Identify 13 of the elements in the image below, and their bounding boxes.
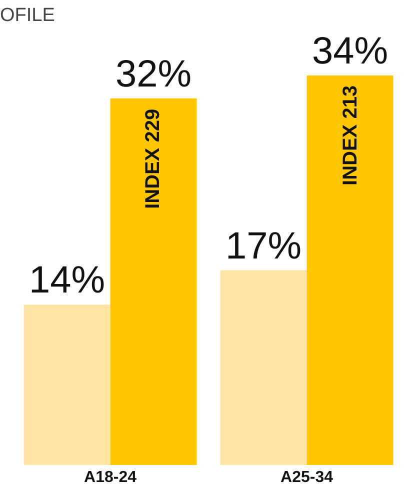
bar: [24, 304, 110, 465]
data-label: 17%: [225, 225, 302, 268]
bar: [306, 76, 394, 465]
bar: [110, 98, 197, 465]
annotation: INDEX 229: [142, 108, 164, 209]
data-label: 14%: [28, 260, 106, 302]
x-tick-label: A18-24: [84, 469, 137, 486]
x-tick-label: A25-34: [280, 469, 334, 486]
data-label: 32%: [115, 53, 192, 96]
annotation: INDEX 213: [339, 85, 362, 186]
bar: [220, 270, 307, 465]
data-label: 34%: [312, 30, 388, 72]
chart-title: OFILE: [0, 4, 55, 26]
